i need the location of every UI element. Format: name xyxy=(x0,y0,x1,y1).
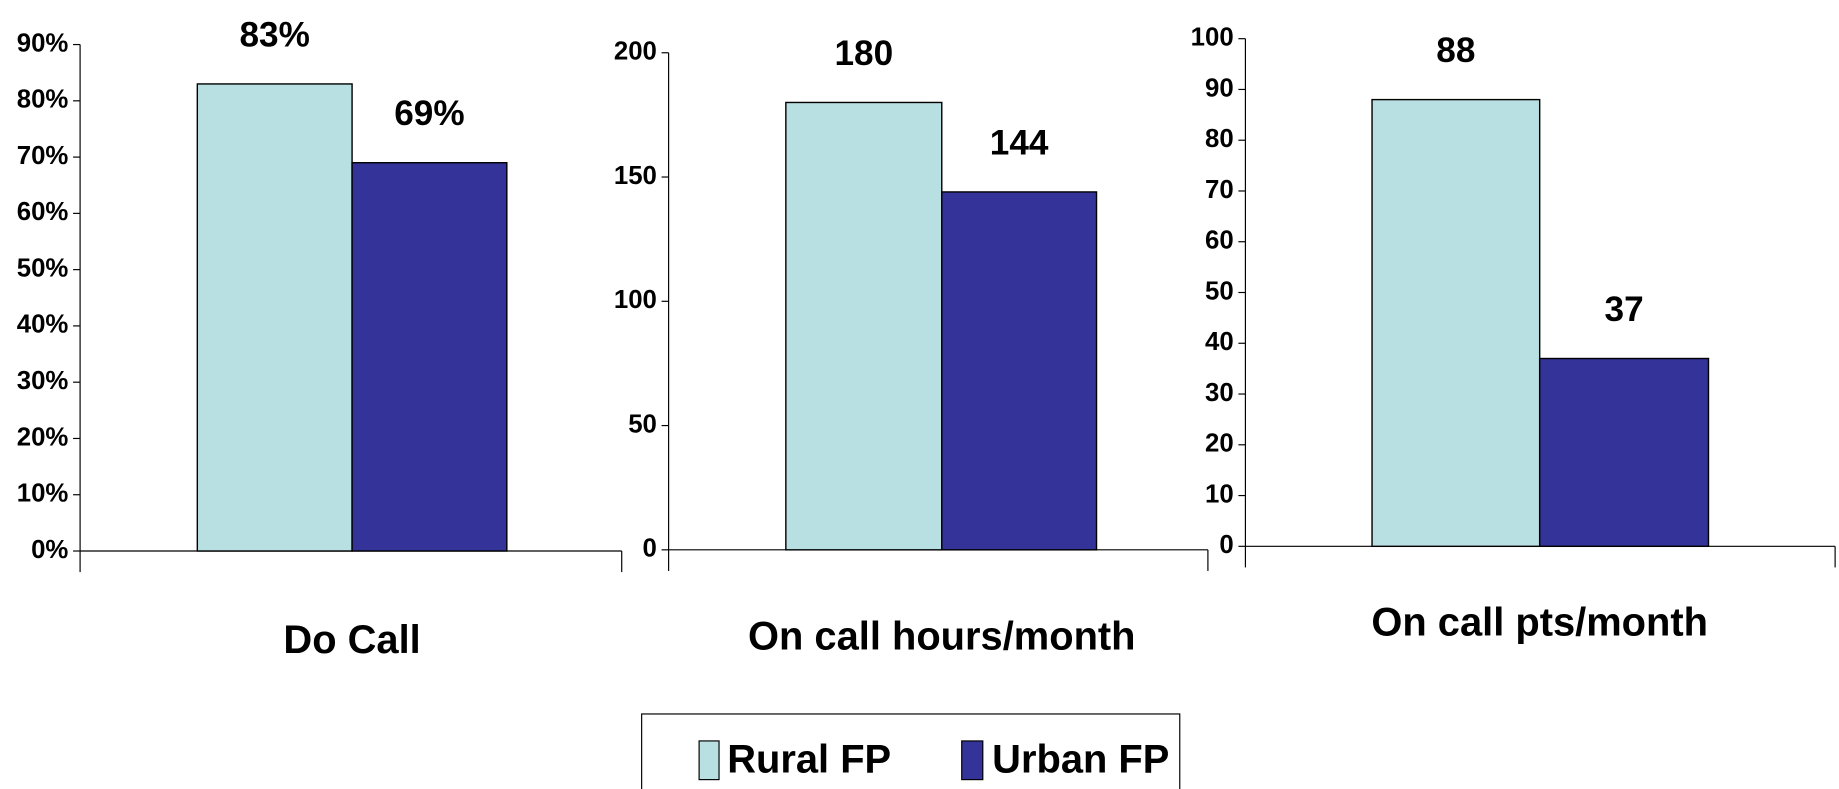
bar xyxy=(196,83,353,552)
value-label: 144 xyxy=(990,123,1049,162)
legend-label: Urban FP xyxy=(992,738,1169,782)
value-label: 88 xyxy=(1436,31,1475,70)
y-tick-label: 100 xyxy=(1191,24,1234,52)
y-tick-label: 100 xyxy=(614,286,657,314)
bar xyxy=(785,101,943,551)
y-tick-label: 10% xyxy=(17,480,69,508)
legend-swatch xyxy=(698,740,720,781)
bar xyxy=(1538,357,1710,548)
y-tick-label: 60% xyxy=(17,198,69,226)
y-tick-label: 0 xyxy=(1219,531,1233,559)
bar xyxy=(1371,98,1541,548)
y-tick-label: 50% xyxy=(17,254,69,282)
bar xyxy=(941,191,1098,551)
y-tick-label: 80 xyxy=(1205,125,1234,153)
y-tick-label: 70% xyxy=(17,142,69,170)
value-label: 69% xyxy=(394,94,464,133)
value-label: 180 xyxy=(834,34,893,73)
y-tick-label: 90 xyxy=(1205,74,1234,102)
y-tick-label: 0% xyxy=(31,536,68,564)
y-tick-label: 20 xyxy=(1205,430,1234,458)
category-label: On call pts/month xyxy=(1371,600,1708,644)
y-tick-label: 0 xyxy=(643,535,657,563)
legend-box xyxy=(641,713,1181,789)
y-tick-label: 40 xyxy=(1205,328,1234,356)
y-tick-label: 60 xyxy=(1205,227,1234,255)
value-label: 83% xyxy=(240,15,310,54)
category-label: Do Call xyxy=(283,618,420,662)
y-tick-label: 40% xyxy=(17,311,69,339)
y-tick-label: 90% xyxy=(17,29,69,57)
y-tick-label: 50 xyxy=(628,410,657,438)
bar xyxy=(351,162,508,552)
category-label: On call hours/month xyxy=(748,614,1136,658)
y-tick-label: 20% xyxy=(17,423,69,451)
legend-swatch xyxy=(961,740,984,781)
y-tick-label: 150 xyxy=(614,162,657,190)
y-tick-label: 30% xyxy=(17,367,69,395)
y-tick-label: 10 xyxy=(1205,480,1234,508)
y-tick-label: 200 xyxy=(614,38,657,66)
y-tick-label: 30 xyxy=(1205,379,1234,407)
y-tick-label: 50 xyxy=(1205,277,1234,305)
y-tick-label: 80% xyxy=(17,86,69,114)
legend-label: Rural FP xyxy=(727,738,891,782)
value-label: 37 xyxy=(1605,290,1644,329)
y-tick-label: 70 xyxy=(1205,176,1234,204)
